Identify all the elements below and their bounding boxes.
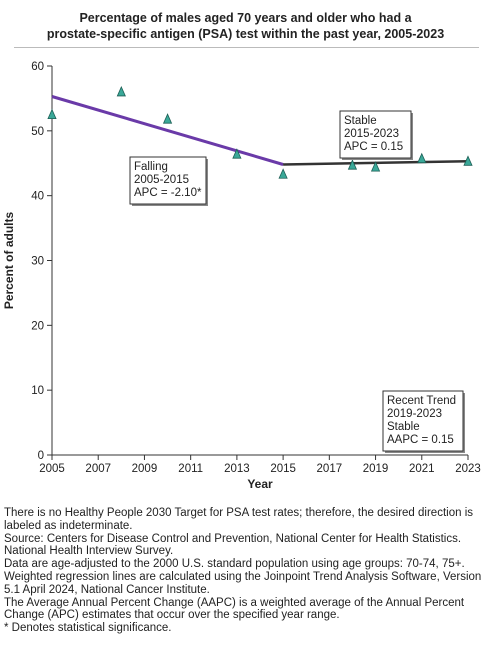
footnote-5: The Average Annual Percent Change (AAPC)…: [4, 596, 465, 622]
annotation-text: 2019-2023: [387, 408, 442, 420]
chart-title-line-1: Percentage of males aged 70 years and ol…: [79, 11, 412, 25]
data-point: [232, 148, 242, 159]
title-divider: [14, 47, 479, 48]
chart-title-line-2: prostate-specific antigen (PSA) test wit…: [46, 27, 445, 41]
annotation-text: 2005-2015: [134, 174, 189, 186]
x-tick-label: 2021: [409, 463, 435, 475]
x-tick-label: 2009: [132, 463, 158, 475]
x-tick-label: 2011: [178, 463, 203, 475]
y-tick-label: 60: [31, 61, 44, 73]
x-tick-label: 2019: [363, 463, 389, 475]
footnote-4: Weighted regression lines are calculated…: [4, 570, 482, 596]
y-tick-label: 0: [38, 450, 44, 462]
data-point: [278, 168, 288, 179]
y-tick-label: 40: [31, 191, 44, 203]
annotation-text: Falling: [134, 161, 168, 173]
data-point: [417, 152, 427, 164]
x-tick-label: 2015: [270, 463, 296, 475]
annotation-text: Recent Trend: [387, 395, 456, 407]
annotation-box-2: [339, 110, 412, 159]
y-tick-label: 10: [31, 385, 44, 397]
data-point: [463, 155, 473, 166]
x-tick-label: 2007: [85, 463, 111, 475]
footnotes: There is no Healthy People 2030 Target f…: [4, 507, 488, 635]
annotation-text: 2015-2023: [344, 128, 399, 140]
annotation-text: Stable: [344, 115, 377, 127]
y-tick-label: 30: [31, 256, 44, 268]
annotation-text: Stable: [387, 421, 420, 433]
data-point: [47, 108, 57, 120]
data-point: [116, 85, 126, 97]
footnote-2: Source: Centers for Disease Control and …: [4, 532, 462, 558]
x-tick-label: 2023: [455, 463, 481, 475]
footnote-1: There is no Healthy People 2030 Target f…: [4, 507, 473, 532]
x-tick-label: 2005: [39, 463, 65, 475]
data-point: [162, 113, 173, 124]
annotation-text: AAPC = 0.15: [387, 434, 454, 446]
regression-line-1: [51, 95, 284, 166]
chart-title: Percentage of males aged 70 years and ol…: [0, 10, 491, 42]
x-tick-label: 2017: [317, 463, 343, 475]
annotation-text: APC = -2.10*: [134, 187, 202, 199]
y-tick-label: 50: [31, 126, 44, 138]
y-tick-label: 20: [31, 320, 44, 332]
footnote-3: Data are age-adjusted to the 2000 U.S. s…: [4, 558, 465, 571]
data-point: [347, 159, 358, 170]
psa-chart: 0 10 20 30 40 50 60 2005 2007 2009 2011 2013 2015 201…: [2, 61, 481, 491]
data-point: [370, 161, 381, 172]
annotation-box-3: [382, 390, 464, 452]
y-axis-label: Percent of adults: [2, 212, 16, 310]
annotation-text: APC = 0.15: [344, 141, 403, 153]
x-tick-label: 2013: [224, 463, 250, 475]
footnote-6: * Denotes statistical significance.: [4, 622, 172, 635]
annotation-box-1: [129, 156, 207, 205]
x-axis-label: Year: [247, 477, 273, 491]
